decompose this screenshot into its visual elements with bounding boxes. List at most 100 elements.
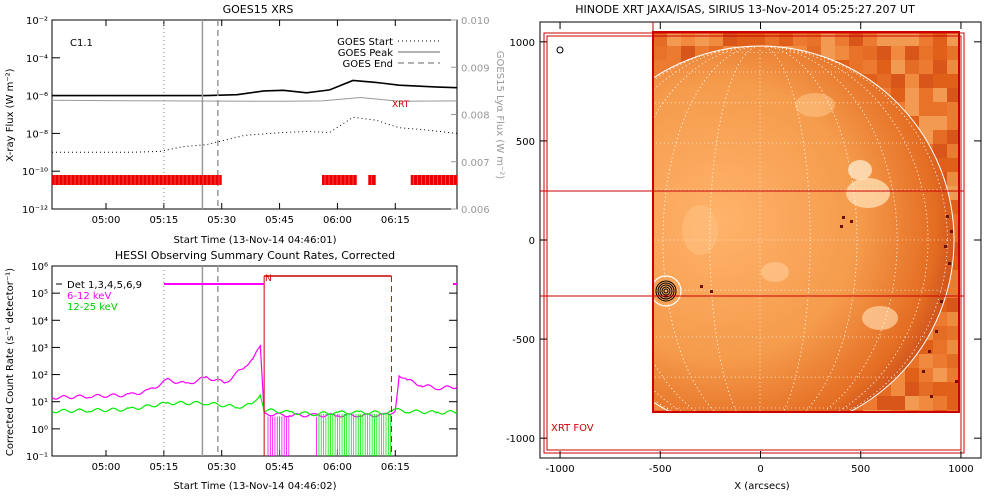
goes-series-line — [52, 116, 458, 153]
goes-xlabel: Start Time (13-Nov-14 04:46:01) — [173, 235, 336, 246]
xrt-mosaic-tile — [947, 130, 959, 144]
xrt-mosaic-tile — [947, 88, 959, 102]
xrt-mosaic-tile — [877, 396, 891, 410]
xrt-mosaic-tile — [905, 368, 919, 382]
flare-contour-4 — [659, 284, 673, 298]
goes-y-tick-label: 10⁻⁶ — [26, 92, 48, 103]
xrt-x-tick-label: -1000 — [546, 464, 575, 475]
xrt-mosaic-tile — [849, 32, 863, 46]
goes-y-tick-label: 10⁻¹² — [22, 205, 48, 216]
goes-x-tick-label: 05:00 — [92, 215, 121, 226]
hessi-series — [51, 344, 458, 456]
xrt-mosaic-tile — [905, 74, 919, 88]
xrt-mosaic-tile — [919, 368, 933, 382]
goes-x-tick-label: 06:15 — [381, 215, 410, 226]
xrt-mosaic-tile — [947, 158, 959, 172]
limb-spot — [948, 262, 951, 265]
xrt-mosaic-tile — [681, 46, 695, 60]
xrt-mosaic-tile — [737, 32, 751, 46]
limb-spot — [955, 380, 958, 383]
xrt-mosaic-tile — [891, 396, 905, 410]
xrt-mosaic-tile — [919, 102, 933, 116]
xrt-mosaic-tile — [947, 368, 959, 382]
xrt-mosaic-tile — [933, 88, 947, 102]
xrt-mosaic-tile — [947, 116, 959, 130]
xrt-mosaic-tile — [821, 46, 835, 60]
goes-legend-peak-label: GOES Peak — [338, 48, 393, 59]
goes-legend: GOES Start GOES Peak GOES End — [337, 37, 440, 70]
xrt-x-ticks: -1000 -500 0 500 1000 — [546, 22, 974, 475]
hessi-series-line — [51, 393, 458, 417]
xrt-mosaic-tile — [905, 102, 919, 116]
xrt-mosaic-tile — [933, 340, 947, 354]
flare-contour-2 — [655, 280, 677, 302]
limb-spot — [930, 395, 933, 398]
hessi-y-tick-label: 10⁴ — [31, 316, 48, 327]
xrt-mosaic-tile — [933, 144, 947, 158]
xrt-mosaic-tile — [947, 144, 959, 158]
limb-spot — [944, 245, 947, 248]
active-region-south — [862, 306, 898, 330]
xrt-mosaic-tile — [947, 60, 959, 74]
active-region-northeast — [795, 93, 835, 117]
active-region-limb — [682, 205, 718, 255]
xrt-y-tick-label: 1000 — [510, 38, 535, 49]
xrt-mosaic-tile — [919, 354, 933, 368]
hessi-y-tick-label: 10³ — [31, 343, 48, 354]
hessi-x-tick-label: 05:00 — [92, 462, 121, 473]
goes-y2-tick-label: 0.007 — [461, 158, 490, 169]
hessi-night-label: N — [265, 274, 272, 284]
goes-x-tick-label: 05:15 — [149, 215, 178, 226]
xrt-mosaic-tile — [947, 74, 959, 88]
xrt-mosaic-tile — [947, 46, 959, 60]
xrt-mosaic-tile — [877, 46, 891, 60]
xrt-y-tick-label: -1000 — [506, 434, 535, 445]
xrt-mosaic-tile — [863, 60, 877, 74]
xrt-mosaic-tile — [653, 46, 667, 60]
xrt-mosaic-tile — [723, 32, 737, 46]
goes-y-tick-label: 10⁻⁴ — [26, 54, 48, 65]
xrt-mosaic-tile — [933, 130, 947, 144]
limb-spot — [946, 215, 949, 218]
goes-panel: GOES15 XRS 05:00 05:15 05:30 05:45 06:00 06:1… — [5, 3, 505, 246]
xrt-mosaic-tile — [849, 46, 863, 60]
hessi-xlabel: Start Time (13-Nov-14 04:46:02) — [173, 481, 336, 492]
goes-title: GOES15 XRS — [223, 3, 294, 16]
xrt-mosaic-tile — [947, 298, 959, 312]
goes-red-bars — [52, 175, 457, 185]
hessi-y-ticks: 10⁶ 10⁵ 10⁴ 10³ 10² 10¹ 10⁰ 10⁻¹ — [26, 262, 457, 463]
goes-y-tick-label: 10⁻⁸ — [26, 129, 48, 140]
xrt-x-tick-label: 500 — [851, 464, 870, 475]
grid-longitude — [662, 46, 858, 412]
active-region-east — [846, 178, 890, 208]
hessi-x-tick-label: 05:45 — [265, 462, 294, 473]
xrt-y-ticks: 1000 500 0 -500 -1000 — [506, 38, 981, 445]
xrt-mosaic-tile — [905, 382, 919, 396]
goes-flare-class: C1.1 — [70, 38, 93, 49]
goes-y-ticks: 10⁻² 10⁻⁴ 10⁻⁶ 10⁻⁸ 10⁻¹⁰ 10⁻¹² — [22, 16, 60, 216]
xrt-mosaic-tile — [667, 46, 681, 60]
goes-x-tick-label: 05:45 — [265, 215, 294, 226]
xrt-mosaic-tile — [947, 186, 959, 200]
goes-y2label: GOES15 Lyα Flux (W m⁻²) — [494, 51, 505, 179]
xrt-mosaic-tile — [905, 46, 919, 60]
xrt-mosaic-tile — [947, 284, 959, 298]
xrt-image — [653, 32, 959, 412]
flare-contour-5 — [661, 286, 671, 296]
goes-xrt-label: XRT — [392, 100, 410, 110]
limb-spot — [850, 220, 853, 223]
xrt-y-tick-label: 500 — [516, 137, 535, 148]
xrt-mosaic-tile — [947, 340, 959, 354]
limb-spots — [700, 215, 958, 398]
xrt-mosaic-tile — [933, 354, 947, 368]
hessi-legend: Det 1,3,4,5,6,9 6-12 keV 12-25 keV — [56, 280, 142, 313]
xrt-mosaic-tile — [891, 74, 905, 88]
xrt-mosaic-tile — [933, 326, 947, 340]
xrt-mosaic-tile — [891, 32, 905, 46]
hessi-panel: HESSI Observing Summary Count Rates, Cor… — [5, 249, 458, 492]
xrt-mosaic-tile — [751, 32, 765, 46]
hessi-legend-det-label: Det 1,3,4,5,6,9 — [67, 280, 142, 291]
hessi-y-tick-label: 10⁻¹ — [26, 452, 48, 463]
xrt-mosaic-tile — [919, 116, 933, 130]
